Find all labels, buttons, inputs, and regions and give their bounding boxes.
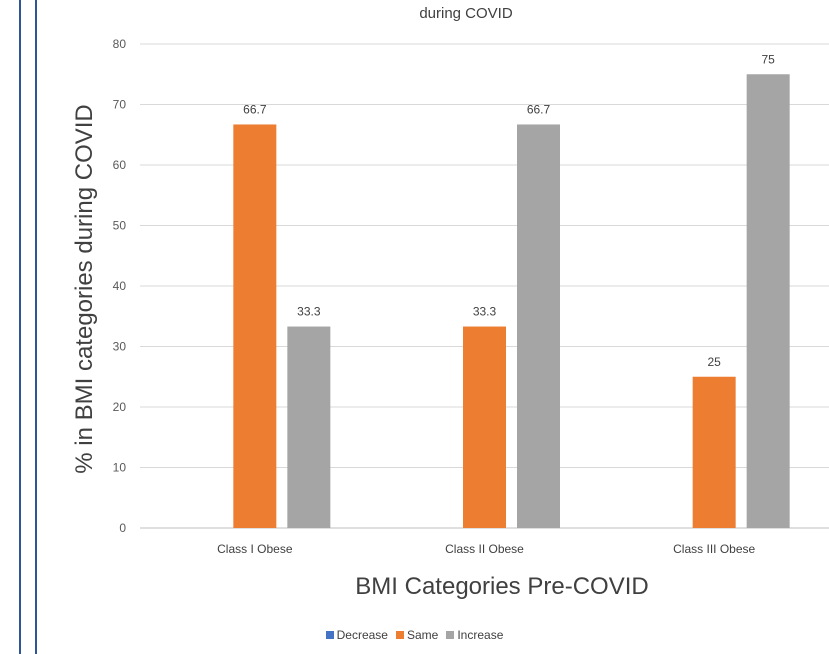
x-axis-categories: Class I Obese Class II Obese Class III Obe… xyxy=(217,542,755,556)
y-tick-label: 40 xyxy=(113,279,127,293)
y-tick-label: 10 xyxy=(113,461,127,475)
legend-label: Increase xyxy=(457,628,504,642)
y-tick-label: 80 xyxy=(113,37,127,51)
bar-same xyxy=(463,326,506,528)
data-label: 75 xyxy=(761,52,775,66)
data-label: 25 xyxy=(707,355,721,369)
data-labels: 66.7 33.3 33.3 66.7 25 75 xyxy=(243,52,775,369)
legend-item-decrease: Decrease xyxy=(325,628,388,642)
bar-increase xyxy=(746,74,790,528)
x-category-label: Class I Obese xyxy=(217,542,293,556)
bar-same xyxy=(692,376,736,528)
y-axis-ticks: 0 10 20 30 40 50 60 70 80 xyxy=(113,37,127,535)
legend-item-increase: Increase xyxy=(446,628,503,642)
bar-increase xyxy=(287,326,331,528)
y-tick-label: 60 xyxy=(113,158,127,172)
legend-label: Same xyxy=(406,628,439,642)
legend-label: Decrease xyxy=(336,628,388,642)
bar-same xyxy=(233,124,277,528)
data-label: 66.7 xyxy=(527,102,551,116)
x-axis-label: BMI Categories Pre-COVID xyxy=(355,573,648,600)
legend: Decrease Same Increase xyxy=(0,628,829,642)
legend-swatch xyxy=(446,631,455,639)
y-tick-label: 70 xyxy=(113,98,127,112)
legend-item-same: Same xyxy=(395,628,439,642)
x-category-label: Class II Obese xyxy=(445,542,524,556)
data-label: 33.3 xyxy=(473,305,497,319)
y-tick-label: 20 xyxy=(113,400,127,414)
left-border-line-inner xyxy=(35,0,37,654)
y-tick-label: 50 xyxy=(113,219,127,233)
data-label: 66.7 xyxy=(243,102,267,116)
data-label: 33.3 xyxy=(297,305,321,319)
y-tick-label: 30 xyxy=(113,340,127,354)
bar-increase xyxy=(517,124,560,528)
chart-title: during COVID xyxy=(419,5,513,22)
y-axis-label: % in BMI categories during COVID xyxy=(71,104,98,473)
left-border-line-outer xyxy=(19,0,21,654)
legend-swatch xyxy=(395,631,404,639)
bars xyxy=(233,74,790,528)
legend-swatch xyxy=(325,631,334,639)
y-tick-label: 0 xyxy=(119,521,126,535)
x-category-label: Class III Obese xyxy=(673,542,755,556)
